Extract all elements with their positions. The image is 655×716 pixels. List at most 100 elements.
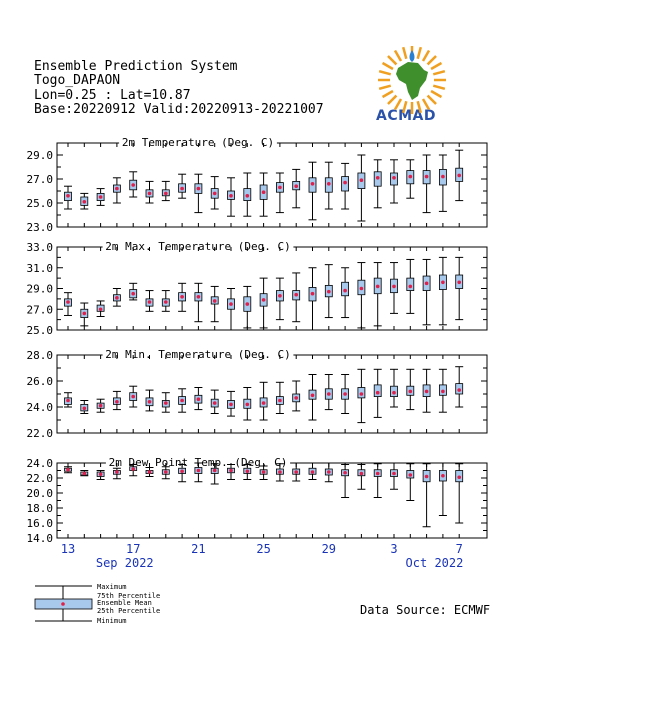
mean-dot [212,401,217,405]
mean-dot [310,182,315,186]
mean-dot [375,390,380,395]
y-tick-label: 29.0 [27,149,54,162]
mean-dot [261,298,266,302]
box-day-21 [390,262,398,314]
panel-frame [56,354,488,434]
box-day-12 [243,172,252,217]
box-day-22 [406,463,415,501]
box-day-2 [80,470,89,477]
mean-dot [359,392,364,396]
header-station: Togo_DAPAON [34,73,121,88]
box-day-1 [64,466,72,474]
box-day-3 [96,398,105,413]
mean-dot [98,403,103,408]
mean-dot [229,194,233,198]
box-day-12 [243,464,252,480]
mean-dot [66,467,70,472]
box-day-22 [406,258,415,314]
mean-dot [245,402,250,407]
panel-3: 2m Min. Temperature (Deg. C) 22.0 24.0 26.0… [27,348,488,440]
box-day-17 [324,264,333,319]
box-day-25 [455,256,464,321]
box-day-13 [259,172,268,217]
box-day-5 [129,282,138,301]
mean-dot [392,284,396,289]
box-day-20 [373,262,382,327]
mean-dot [294,396,299,400]
mean-dot [278,470,282,474]
y-tick-label: 16.0 [27,517,54,530]
box-day-11 [227,390,235,417]
box-day-10 [210,463,219,485]
data-source: Data Source: ECMWF [360,603,491,617]
box-day-14 [275,381,284,414]
mean-dot [408,284,413,289]
header-dates: Base:20220912 Valid:20220913-20221007 [34,102,324,117]
mean-dot [261,190,266,194]
box-day-22 [406,368,415,411]
box-day-21 [390,368,398,408]
mean-dot [457,173,462,178]
box-day-8 [178,464,187,483]
box-day-3 [96,300,105,318]
mean-dot [327,289,331,294]
panel-title: 2m Temperature (Deg. C) [122,136,274,149]
africa-sun-logo-icon [378,46,446,114]
y-tick-label: 27.0 [27,303,54,316]
mean-dot [131,394,135,399]
mean-dot [343,180,347,185]
legend-label: Maximum [97,583,127,591]
legend-label: Ensemble Mean [97,599,152,607]
mean-dot [196,186,201,191]
x-tick-label: 7 [456,542,463,556]
box-day-16 [308,267,317,331]
box-day-15 [292,462,301,482]
box-day-17 [324,462,333,483]
box-day-9 [194,282,203,323]
mean-dot [408,389,413,394]
box-day-12 [243,387,252,421]
panel-frame [56,246,488,331]
mean-dot [441,280,445,285]
box-day-17 [324,161,333,210]
mean-dot [115,186,119,191]
box-day-4 [112,390,121,411]
box-day-6 [145,389,154,412]
mean-dot [164,470,168,474]
mean-dot [441,389,445,394]
box-day-9 [194,387,203,411]
y-tick-label: 24.0 [27,457,54,470]
mean-dot [392,176,396,180]
box-day-17 [324,374,333,411]
x-tick-label: 17 [126,542,140,556]
box-day-11 [227,288,235,331]
mean-dot [343,392,347,396]
mean-dot [392,390,396,395]
box-day-22 [406,159,415,199]
mean-dot [310,393,315,398]
box-day-20 [373,368,382,418]
box-day-23 [422,463,431,528]
mean-dot [327,182,331,186]
panel-frame [56,462,488,539]
y-tick-label: 23.0 [27,221,54,234]
legend-mean-dot [61,602,65,606]
mean-dot [131,291,135,296]
y-tick-label: 25.0 [27,197,54,210]
box-day-6 [145,467,154,477]
box-day-18 [341,464,350,498]
mean-dot [327,470,331,474]
box-day-2 [80,192,89,210]
mean-dot [310,470,315,474]
mean-dot [424,281,429,286]
box-day-21 [390,462,398,490]
mean-dot [375,176,380,180]
box-day-2 [80,302,89,327]
mean-dot [98,307,103,312]
box-day-23 [422,258,431,326]
y-tick-label: 18.0 [27,502,54,515]
mean-dot [82,471,87,476]
y-tick-label: 22.0 [27,472,54,485]
box-day-4 [112,288,121,307]
box-day-5 [129,171,138,198]
